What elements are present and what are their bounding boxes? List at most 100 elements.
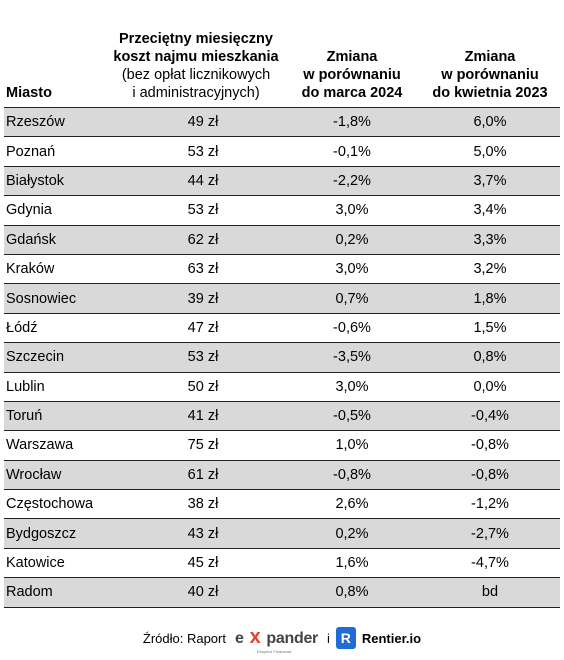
cell-city: Sosnowiec <box>4 283 108 314</box>
cell-avg-cost: 47 zł <box>108 313 284 344</box>
cell-change-march: 1,0% <box>284 430 420 461</box>
cell-city: Poznań <box>4 136 108 167</box>
cell-change-april: 3,2% <box>420 254 560 285</box>
cell-avg-cost: 50 zł <box>108 372 284 402</box>
cell-avg-cost: 62 zł <box>108 225 284 255</box>
cell-city: Bydgoszcz <box>4 518 108 549</box>
header-avg-cost: Przeciętny miesięczny koszt najmu mieszk… <box>108 30 284 108</box>
cell-avg-cost: 38 zł <box>108 489 284 520</box>
cell-avg-cost: 39 zł <box>108 283 284 314</box>
cell-change-march: -0,6% <box>284 313 420 344</box>
header-change-march-2024: Zmiana w porównaniu do marca 2024 <box>284 30 420 108</box>
table-row: Sosnowiec 39 zł 0,7% 1,8% <box>4 283 560 314</box>
rentier-logo-icon: R <box>335 627 356 649</box>
cell-change-march: 0,7% <box>284 283 420 314</box>
cell-city: Lublin <box>4 372 108 402</box>
cell-avg-cost: 49 zł <box>108 106 284 138</box>
cell-change-april: 3,4% <box>420 195 560 226</box>
cell-change-march: 0,2% <box>284 225 420 255</box>
header-change-april-line1: Zmiana <box>464 49 516 65</box>
header-avg-cost-line1: Przeciętny miesięczny <box>119 31 273 47</box>
source-conjunction: i <box>326 630 330 646</box>
cell-change-april: -0,8% <box>420 460 560 491</box>
cell-change-april: 1,5% <box>420 313 560 344</box>
table-row: Białystok 44 zł -2,2% 3,7% <box>4 166 560 197</box>
cell-change-march: -2,2% <box>284 166 420 197</box>
header-change-march-line1: Zmiana <box>326 49 378 65</box>
cell-change-march: 3,0% <box>284 195 420 226</box>
cell-avg-cost: 53 zł <box>108 195 284 226</box>
cell-avg-cost: 61 zł <box>108 460 284 491</box>
cell-avg-cost: 43 zł <box>108 518 284 549</box>
cell-change-march: 1,6% <box>284 548 420 579</box>
cell-avg-cost: 63 zł <box>108 254 284 285</box>
expander-logo: e x pander Eksperci Finansowi <box>232 626 321 654</box>
cell-city: Katowice <box>4 548 108 579</box>
rent-cost-table: Miasto Przeciętny miesięczny koszt najmu… <box>4 30 560 608</box>
cell-avg-cost: 45 zł <box>108 548 284 579</box>
cell-city: Warszawa <box>4 430 108 461</box>
cell-change-april: 3,7% <box>420 166 560 197</box>
cell-change-april: -1,2% <box>420 489 560 520</box>
cell-change-march: 3,0% <box>284 372 420 402</box>
table-row: Częstochowa 38 zł 2,6% -1,2% <box>4 489 560 520</box>
header-change-march-line2: w porównaniu <box>303 67 401 83</box>
cell-change-march: 2,6% <box>284 489 420 520</box>
expander-logo-e: e <box>234 630 244 647</box>
cell-city: Białystok <box>4 166 108 197</box>
cell-change-april: -4,7% <box>420 548 560 579</box>
table-row: Rzeszów 49 zł -1,8% 6,0% <box>4 106 560 138</box>
cell-change-march: -1,8% <box>284 106 420 138</box>
cell-change-march: 0,8% <box>284 577 420 608</box>
table-row: Kraków 63 zł 3,0% 3,2% <box>4 254 560 285</box>
table-row: Radom 40 zł 0,8% bd <box>4 577 560 608</box>
cell-change-march: 3,0% <box>284 254 420 285</box>
table-row: Szczecin 53 zł -3,5% 0,8% <box>4 342 560 373</box>
header-avg-cost-line4: i administracyjnych) <box>132 85 260 101</box>
cell-city: Rzeszów <box>4 106 108 138</box>
table-row: Poznań 53 zł -0,1% 5,0% <box>4 136 560 167</box>
table-row: Lublin 50 zł 3,0% 0,0% <box>4 372 560 402</box>
table-row: Bydgoszcz 43 zł 0,2% -2,7% <box>4 518 560 549</box>
header-avg-cost-line3: (bez opłat licznikowych <box>121 67 271 83</box>
header-city: Miasto <box>6 85 52 101</box>
cell-city: Toruń <box>4 401 108 432</box>
header-change-april-line2: w porównaniu <box>441 67 539 83</box>
cell-city: Gdańsk <box>4 225 108 255</box>
cell-change-april: -2,7% <box>420 518 560 549</box>
table-row: Katowice 45 zł 1,6% -4,7% <box>4 548 560 579</box>
header-change-april-line3: do kwietnia 2023 <box>432 85 548 101</box>
cell-change-april: -0,4% <box>420 401 560 432</box>
cell-avg-cost: 40 zł <box>108 577 284 608</box>
source-label: Źródło: Raport <box>142 630 226 646</box>
cell-city: Radom <box>4 577 108 608</box>
cell-avg-cost: 44 zł <box>108 166 284 197</box>
cell-change-april: 3,3% <box>420 225 560 255</box>
cell-avg-cost: 53 zł <box>108 136 284 167</box>
header-change-april-2023: Zmiana w porównaniu do kwietnia 2023 <box>420 30 560 108</box>
table-row: Wrocław 61 zł -0,8% -0,8% <box>4 460 560 491</box>
expander-logo-x: x <box>249 626 261 648</box>
table-body: Rzeszów 49 zł -1,8% 6,0% Poznań 53 zł -0,1% 5,… <box>4 106 560 608</box>
header-row: Miasto Przeciętny miesięczny koszt najmu… <box>4 30 560 108</box>
table-row: Toruń 41 zł -0,5% -0,4% <box>4 401 560 432</box>
cell-avg-cost: 53 zł <box>108 342 284 373</box>
cell-city: Kraków <box>4 254 108 285</box>
cell-change-april: 0,0% <box>420 372 560 402</box>
header-change-march-line3: do marca 2024 <box>301 85 403 101</box>
expander-tagline: Eksperci Finansowi <box>256 649 292 654</box>
cell-city: Łódź <box>4 313 108 344</box>
cell-change-april: 1,8% <box>420 283 560 314</box>
cell-avg-cost: 75 zł <box>108 430 284 461</box>
table-row: Łódź 47 zł -0,6% 1,5% <box>4 313 560 344</box>
header-avg-cost-line2: koszt najmu mieszkania <box>113 49 279 65</box>
cell-change-april: bd <box>420 577 560 608</box>
table-row: Gdańsk 62 zł 0,2% 3,3% <box>4 225 560 255</box>
cell-change-april: 0,8% <box>420 342 560 373</box>
cell-change-april: 5,0% <box>420 136 560 167</box>
rentier-logo-text: Rentier.io <box>361 630 422 646</box>
cell-change-april: 6,0% <box>420 106 560 138</box>
cell-change-march: -3,5% <box>284 342 420 373</box>
table-row: Gdynia 53 zł 3,0% 3,4% <box>4 195 560 226</box>
